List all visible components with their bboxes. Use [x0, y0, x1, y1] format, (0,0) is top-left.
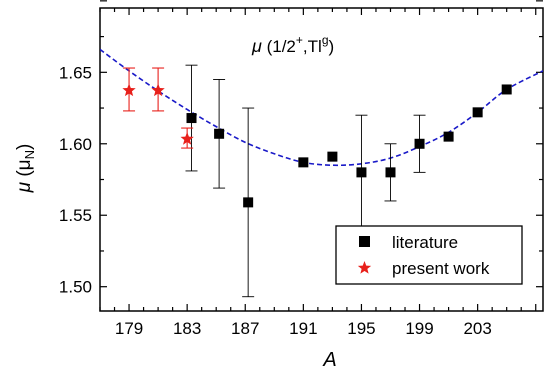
- legend-marker-present-work: [357, 261, 372, 274]
- y-tick-label: 1.60: [59, 135, 92, 154]
- data-point-literature: [243, 197, 254, 208]
- data-point-literature: [327, 151, 338, 162]
- data-layer: [122, 64, 512, 298]
- data-point-present-work: [151, 83, 165, 97]
- annotation-text-post: ): [329, 37, 335, 56]
- y-axis-title-mu: μ: [14, 181, 35, 193]
- data-point-literature: [356, 167, 367, 178]
- data-point-literature: [298, 157, 309, 168]
- y-axis-title-sub: N: [22, 150, 37, 159]
- x-tick-label: 191: [289, 319, 317, 338]
- fit-curve: [100, 48, 543, 167]
- chart-annotation: μ (1/2+,Tlg): [251, 33, 334, 56]
- x-tick-label: 203: [463, 319, 491, 338]
- annotation-sup1: +: [296, 33, 303, 47]
- legend-box: [335, 225, 523, 285]
- data-point-literature: [385, 167, 396, 178]
- data-point-literature: [214, 128, 225, 139]
- y-axis-title-open: (μ: [14, 159, 35, 182]
- axes: 179 183 187 191 195 199 203 1.50 1.55 1.60 1.65: [59, 0, 544, 338]
- plot-frame: [99, 7, 544, 312]
- legend-marker-literature: [359, 236, 370, 247]
- annotation-text-mid: ,Tl: [303, 37, 322, 56]
- data-point-present-work: [122, 83, 136, 97]
- fit-curve-layer: [100, 48, 543, 167]
- data-point-literature: [414, 138, 425, 149]
- y-axis-title-close: ): [14, 144, 35, 150]
- annotation-mu: μ: [251, 36, 262, 56]
- x-axis-title: A: [322, 349, 336, 371]
- data-point-literature: [443, 131, 454, 142]
- data-point-literature: [472, 107, 483, 118]
- y-tick-label: 1.65: [59, 63, 92, 82]
- legend-label-present-work: present work: [392, 259, 490, 278]
- x-tick-label: 179: [115, 319, 143, 338]
- data-point-literature: [186, 113, 197, 124]
- y-tick-label: 1.50: [59, 278, 92, 297]
- data-point-literature: [501, 84, 512, 95]
- annotation-text-pre: (1/2: [262, 37, 296, 56]
- x-tick-label: 187: [231, 319, 259, 338]
- x-tick-label: 195: [347, 319, 375, 338]
- x-tick-label: 199: [405, 319, 433, 338]
- legend-label-literature: literature: [392, 233, 458, 252]
- y-axis-title: μ (μN): [14, 144, 37, 194]
- y-tick-label: 1.55: [59, 206, 92, 225]
- legend: literature present work: [335, 225, 523, 285]
- data-point-present-work: [180, 132, 194, 145]
- x-tick-label: 183: [173, 319, 201, 338]
- annotation-sup2: g: [322, 33, 329, 47]
